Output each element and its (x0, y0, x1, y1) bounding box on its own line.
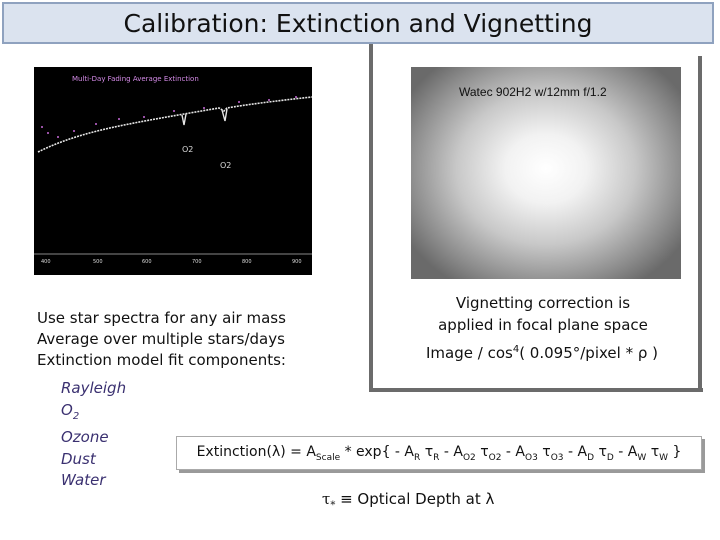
formula-subscript: O3 (550, 452, 564, 463)
spectrum-scatter-dot (203, 107, 205, 109)
vig-formula-post: ( 0.095°/pixel * ρ ) (519, 344, 658, 362)
o2-label-a: O2 (182, 145, 194, 154)
formula-subscript: R (414, 452, 421, 463)
spectrum-scatter-dot (95, 123, 97, 125)
spectrum-scatter-dot (238, 101, 240, 103)
component-ozone: Ozone (61, 428, 109, 446)
vignetting-formula: Image / cos4( 0.095°/pixel * ρ ) (426, 344, 658, 362)
spectrum-scatter-dot (268, 99, 270, 101)
slide-title: Calibration: Extinction and Vignetting (123, 8, 593, 38)
formula-subscript: O2 (462, 452, 476, 463)
formula-part: - A (501, 443, 526, 460)
spectrum-scatter-dot (41, 126, 43, 128)
divider-right (698, 56, 702, 392)
tau-symbol: τ (322, 490, 331, 508)
spectrum-scatter-dot (295, 96, 297, 98)
formula-part: Extinction(λ) = A (196, 443, 316, 460)
x-tick-500: 500 (93, 259, 103, 265)
formula-part: - A (439, 443, 463, 460)
formula-part: τ (537, 443, 551, 460)
component-o2: O2 (61, 400, 126, 428)
method-line-1: Use star spectra for any air mass (37, 309, 286, 327)
spectrum-plot (34, 96, 312, 255)
formula-subscript: W (659, 452, 669, 463)
formula-part: - A (563, 443, 588, 460)
spectrum-scatter-dot (143, 116, 145, 118)
vignetting-line-1: Vignetting correction is (455, 294, 631, 312)
spectrum-scatter-dot (73, 130, 75, 132)
vig-formula-exp: 4 (512, 344, 520, 355)
x-tick-600: 600 (142, 259, 152, 265)
vignetting-line-2: applied in focal plane space (438, 316, 648, 334)
vignetting-description: Vignetting correction is applied in foca… (433, 292, 653, 336)
components-list: Rayleigh O2 Ozone Dust Water (61, 378, 126, 492)
formula-subscript: O2 (488, 452, 502, 463)
o2-label-b: O2 (220, 161, 232, 170)
spectrum-absorption-b (221, 108, 228, 122)
camera-label: Watec 902H2 w/12mm f/1.2 (459, 85, 607, 99)
formula-part: τ (420, 443, 434, 460)
spectrum-scatter-dot (47, 132, 49, 134)
spectrum-curve (37, 96, 312, 153)
tau-definition: τ* ≡ Optical Depth at λ (322, 490, 494, 511)
method-text: Use star spectra for any air mass Averag… (37, 308, 286, 371)
vignetting-image: Watec 902H2 w/12mm f/1.2 (411, 67, 681, 279)
extinction-spectrum-image: Multi-Day Fading Average Extinction O2 O… (34, 67, 312, 275)
component-o2-base: O (61, 400, 73, 419)
spectrum-scatter-dot (118, 118, 120, 120)
x-tick-700: 700 (192, 259, 202, 265)
formula-part: - A (613, 443, 638, 460)
component-dust: Dust (61, 449, 96, 468)
divider-vertical (369, 44, 373, 392)
spectrum-scatter-dot (57, 136, 59, 138)
spectrum-absorption-a (181, 113, 187, 126)
formula-subscript: D (606, 452, 614, 463)
method-line-3: Extinction model fit components: (37, 351, 286, 369)
spectrum-scatter-dot (173, 110, 175, 112)
spectrum-title: Multi-Day Fading Average Extinction (72, 75, 199, 83)
title-bar: Calibration: Extinction and Vignetting (2, 2, 714, 44)
formula-part: } (668, 443, 682, 460)
extinction-formula: Extinction(λ) = AScale * exp{ - AR τR - … (197, 444, 682, 463)
formula-subscript: W (637, 452, 647, 463)
x-tick-400: 400 (41, 259, 51, 265)
tau-subscript: * (330, 500, 336, 511)
formula-part: τ (594, 443, 607, 460)
vig-formula-pre: Image / cos (426, 344, 513, 362)
formula-subscript: Scale (315, 452, 341, 463)
formula-part: τ (475, 443, 489, 460)
extinction-formula-box: Extinction(λ) = AScale * exp{ - AR τR - … (176, 436, 702, 470)
formula-part: τ (646, 443, 660, 460)
formula-subscript: R (433, 452, 440, 463)
formula-part: * exp{ - A (340, 443, 415, 460)
component-water: Water (61, 471, 106, 489)
divider-horizontal (369, 388, 703, 392)
spectrum-scatter (41, 96, 297, 138)
component-rayleigh: Rayleigh (61, 379, 127, 397)
tau-definition-text: ≡ Optical Depth at λ (335, 490, 495, 508)
method-line-2: Average over multiple stars/days (37, 330, 285, 348)
x-tick-900: 900 (292, 259, 302, 265)
x-tick-800: 800 (242, 259, 252, 265)
formula-subscript: O3 (525, 452, 538, 463)
component-o2-sub: 2 (72, 410, 80, 422)
formula-subscript: D (587, 452, 594, 463)
